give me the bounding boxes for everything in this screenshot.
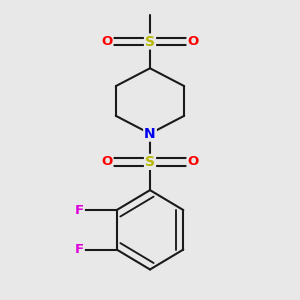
Text: S: S bbox=[145, 155, 155, 169]
Text: F: F bbox=[75, 243, 84, 256]
Text: O: O bbox=[188, 35, 199, 48]
Text: O: O bbox=[101, 155, 112, 168]
Text: N: N bbox=[144, 127, 156, 141]
Text: S: S bbox=[145, 34, 155, 49]
Text: O: O bbox=[188, 155, 199, 168]
Text: O: O bbox=[101, 35, 112, 48]
Text: F: F bbox=[75, 203, 84, 217]
